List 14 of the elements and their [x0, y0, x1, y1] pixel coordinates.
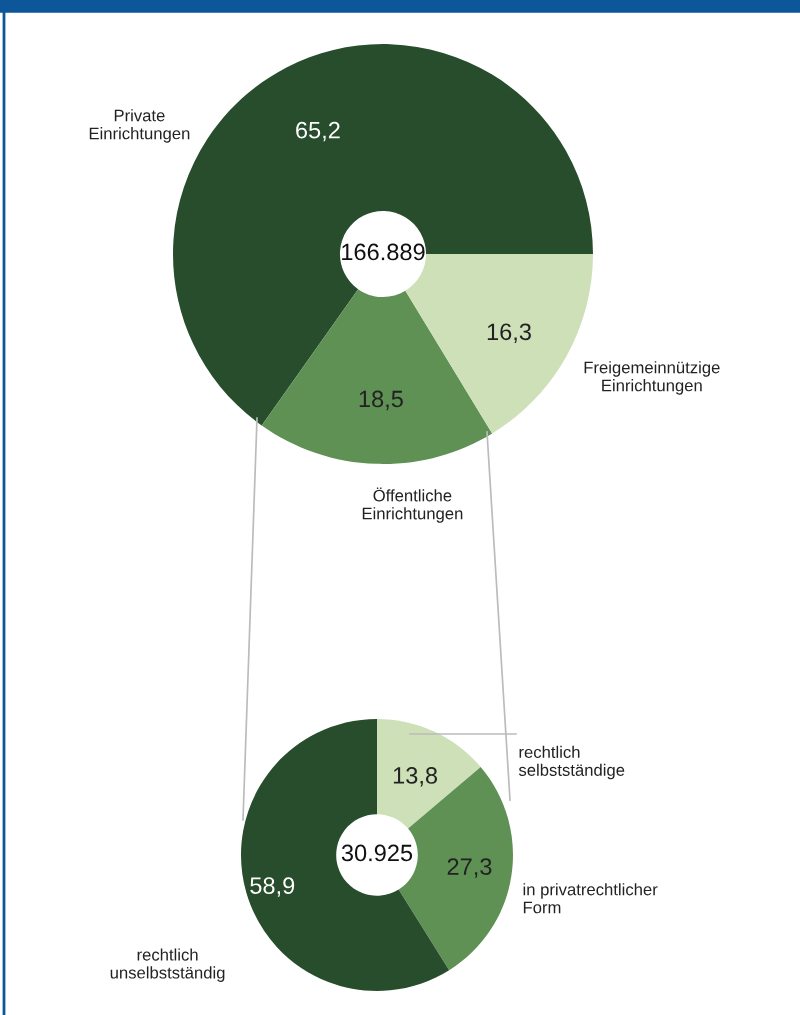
slice-label: rechtlich unselbstständig: [110, 948, 225, 982]
data-label: 13,8: [393, 767, 438, 787]
text: 166.889: [342, 243, 425, 261]
data-label: 18,5: [359, 390, 403, 411]
slice-label: Öffentliche Einrichtungen: [362, 487, 463, 523]
text: 30.925: [341, 844, 413, 862]
slice-label: in privatrechtlicher Form: [523, 883, 658, 914]
data-label: 65,2: [296, 121, 340, 142]
slice-label: rechtlich selbstständige: [518, 745, 625, 780]
data-label: 16,3: [487, 323, 531, 343]
slice-label: Freigemeinnützige Einrichtungen: [584, 361, 720, 395]
data-label: 58,9: [250, 877, 295, 897]
data-label: 27,3: [447, 858, 492, 878]
slice-label: Private Einrichtungen: [89, 109, 190, 143]
